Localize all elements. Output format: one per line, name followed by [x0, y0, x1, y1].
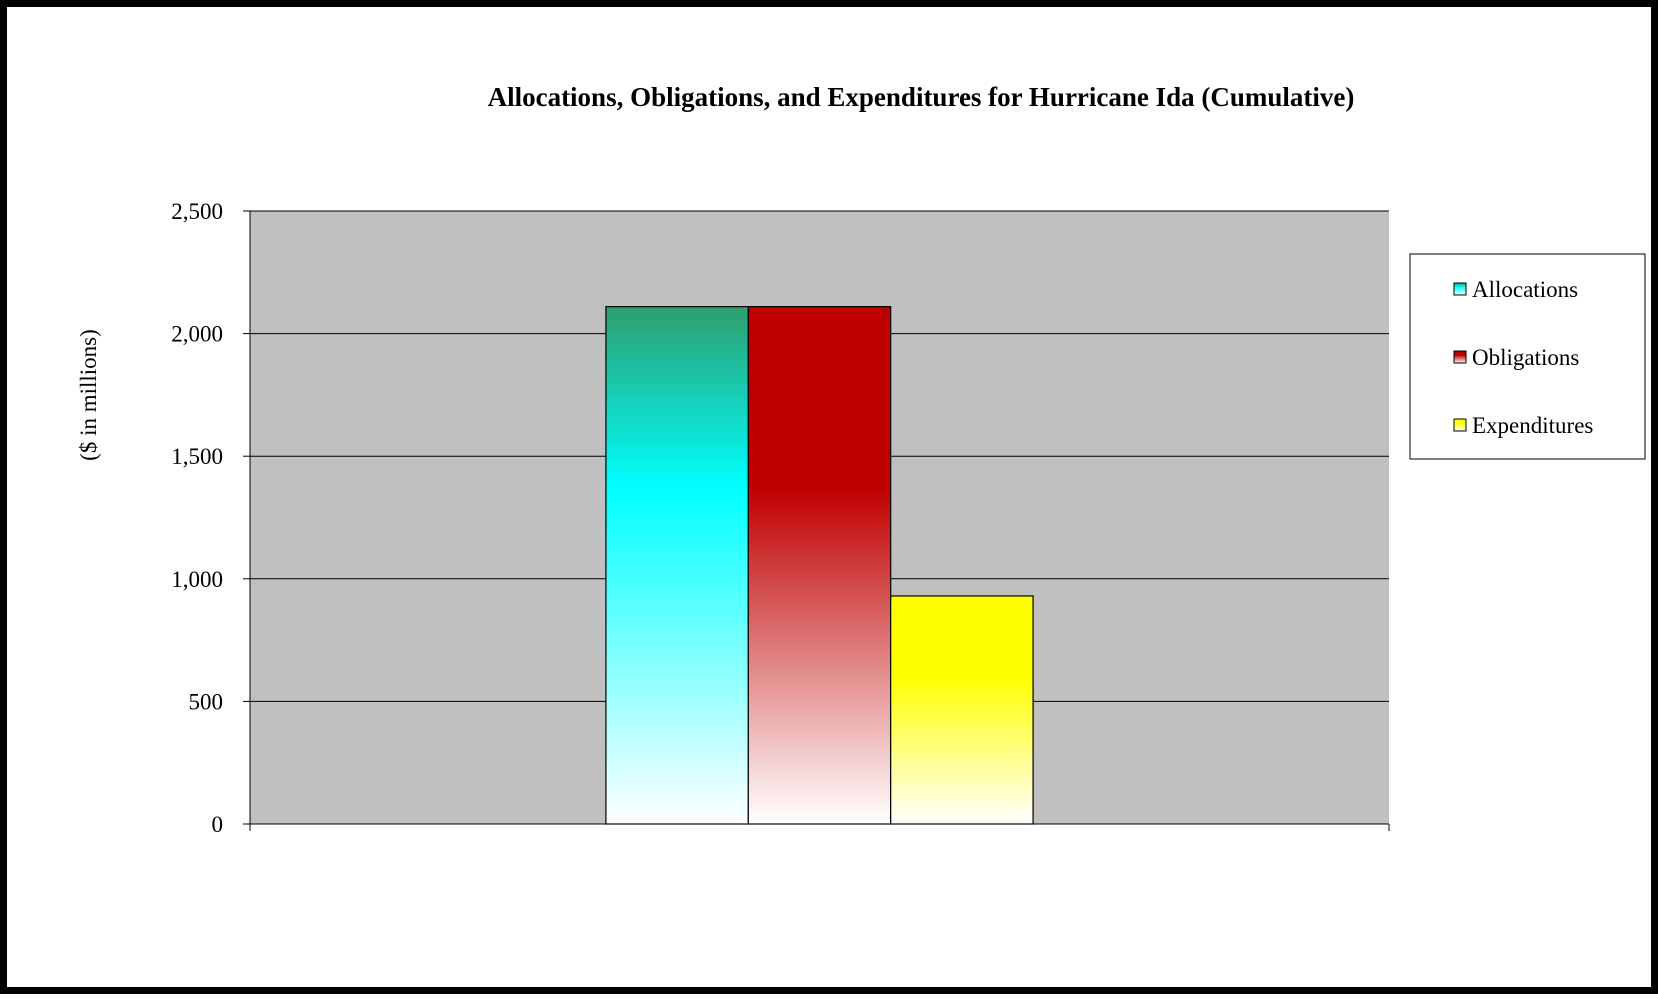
- y-tick-label: 1,000: [171, 567, 223, 592]
- y-axis: 0 500 1,000 1,500 2,000 2,500: [171, 199, 1390, 837]
- y-tick-label: 2,500: [171, 199, 223, 224]
- legend: Allocations Obligations Expenditures: [1409, 253, 1646, 460]
- y-tick-label: 1,500: [171, 444, 223, 469]
- legend-label-obligations: Obligations: [1472, 345, 1579, 370]
- chart-title: Allocations, Obligations, and Expenditur…: [488, 82, 1355, 112]
- legend-box: [1409, 253, 1646, 460]
- legend-label-allocations: Allocations: [1472, 277, 1578, 302]
- legend-label-expenditures: Expenditures: [1472, 413, 1593, 438]
- bar-chart: Allocations, Obligations, and Expenditur…: [76, 82, 1646, 837]
- y-axis-label: ($ in millions): [76, 329, 101, 461]
- legend-swatch-obligations: [1453, 350, 1467, 364]
- y-tick-label: 2,000: [171, 322, 223, 347]
- y-tick-label: 500: [189, 689, 224, 714]
- bar-obligations: [747, 306, 892, 825]
- bars: [605, 306, 1034, 825]
- y-tick-label: 0: [212, 812, 224, 837]
- legend-swatch-expenditures: [1453, 418, 1467, 432]
- legend-swatch-allocations: [1453, 282, 1467, 296]
- bar-allocations: [605, 306, 749, 825]
- bar-expenditures: [890, 595, 1034, 825]
